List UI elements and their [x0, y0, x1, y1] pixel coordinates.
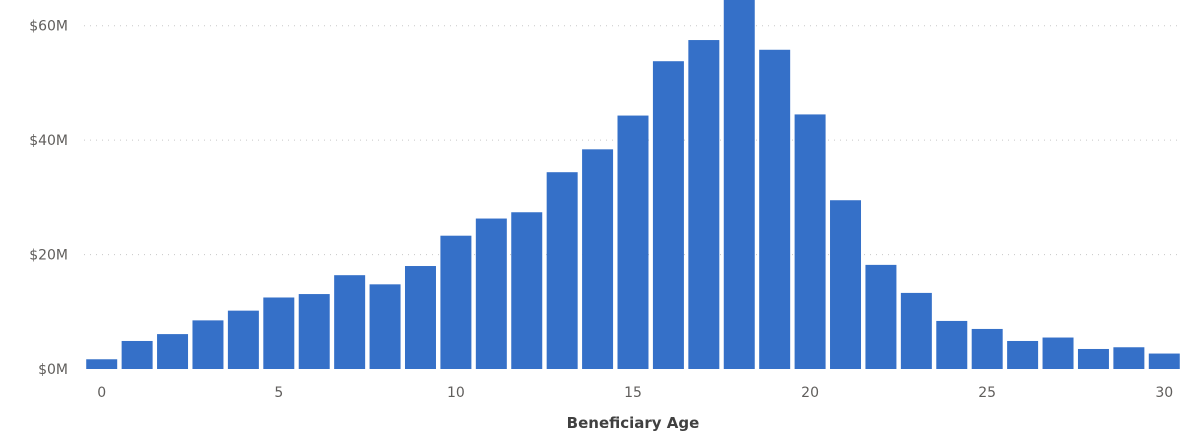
x-tick-label: 0	[97, 385, 106, 401]
bar[interactable]	[936, 320, 968, 369]
x-tick-label: 5	[274, 385, 283, 401]
y-tick-label: $60M	[29, 19, 68, 35]
bar[interactable]	[475, 218, 507, 369]
bar[interactable]	[86, 359, 118, 369]
bar[interactable]	[404, 266, 436, 369]
bars	[86, 0, 1180, 370]
bar[interactable]	[617, 115, 649, 369]
bar[interactable]	[794, 114, 826, 369]
bar[interactable]	[900, 292, 932, 369]
x-tick-label: 10	[447, 385, 465, 401]
bar[interactable]	[1077, 348, 1109, 369]
bar[interactable]	[440, 235, 472, 369]
bar[interactable]	[759, 49, 791, 370]
bar[interactable]	[971, 328, 1003, 369]
bar[interactable]	[1113, 347, 1145, 369]
x-axis-title: Beneficiary Age	[567, 414, 700, 432]
x-axis: 0 5 10 15 20 25 30	[97, 385, 1173, 401]
bar[interactable]	[688, 40, 720, 370]
bar[interactable]	[1007, 340, 1039, 369]
y-axis: $0M $20M $40M $60M	[29, 19, 68, 378]
y-tick-label: $20M	[29, 248, 68, 264]
bar[interactable]	[263, 297, 295, 369]
bar[interactable]	[865, 264, 897, 369]
bar[interactable]	[546, 172, 578, 369]
bar[interactable]	[121, 340, 153, 369]
bar[interactable]	[369, 284, 401, 369]
x-tick-label: 25	[978, 385, 996, 401]
bar[interactable]	[1042, 337, 1074, 369]
bar[interactable]	[511, 212, 543, 369]
y-tick-label: $0M	[38, 362, 68, 378]
bar[interactable]	[227, 310, 259, 369]
x-tick-label: 15	[624, 385, 642, 401]
bar[interactable]	[157, 334, 189, 369]
y-tick-label: $40M	[29, 133, 68, 149]
bar[interactable]	[830, 200, 862, 369]
bar[interactable]	[582, 149, 614, 369]
bar[interactable]	[1148, 353, 1180, 369]
bar[interactable]	[723, 0, 755, 369]
x-tick-label: 20	[801, 385, 819, 401]
x-tick-label: 30	[1155, 385, 1173, 401]
bar[interactable]	[298, 294, 330, 369]
bar[interactable]	[192, 320, 224, 369]
bar[interactable]	[334, 275, 366, 369]
bar[interactable]	[652, 61, 684, 370]
